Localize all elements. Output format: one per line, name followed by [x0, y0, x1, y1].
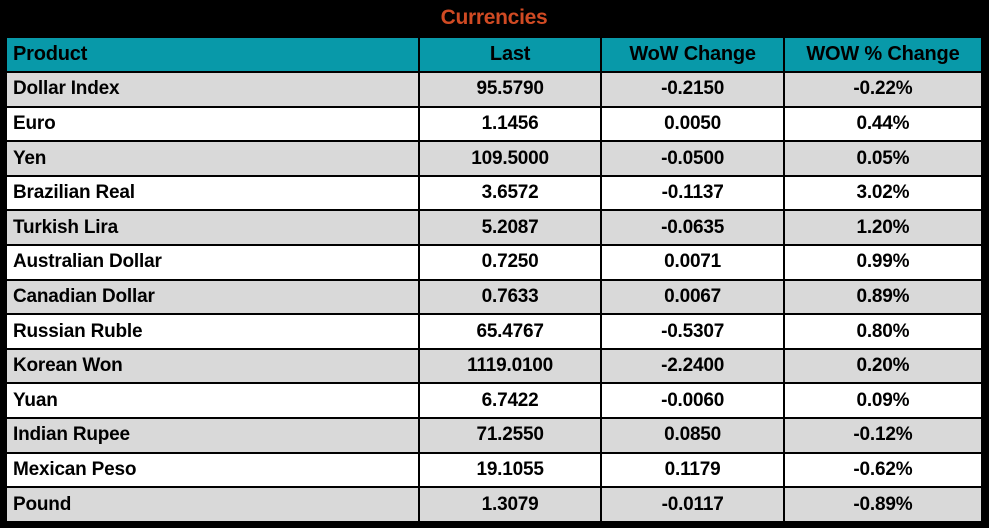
cell-wow-pct-change: 0.89% [782, 278, 984, 316]
cell-product: Korean Won [5, 347, 420, 385]
cell-last: 5.2087 [417, 209, 603, 247]
table-row: Brazilian Real 3.6572 -0.1137 3.02% [5, 174, 984, 212]
cell-wow-pct-change: -0.22% [782, 71, 984, 108]
cell-product: Indian Rupee [5, 417, 420, 454]
table-row: Russian Ruble 65.4767 -0.5307 0.80% [5, 313, 984, 350]
cell-product: Euro [5, 105, 420, 143]
col-header-last: Last [417, 36, 603, 73]
col-header-product: Product [5, 36, 420, 73]
cell-wow-change: 0.0050 [600, 105, 785, 143]
cell-product: Dollar Index [5, 71, 420, 108]
col-header-wow-pct-change: WOW % Change [782, 36, 984, 73]
table-row: Canadian Dollar 0.7633 0.0067 0.89% [5, 278, 984, 316]
cell-last: 6.7422 [417, 382, 603, 420]
cell-product: Yen [5, 140, 420, 177]
cell-product: Mexican Peso [5, 451, 420, 489]
cell-last: 1.1456 [417, 105, 603, 143]
cell-wow-pct-change: 0.09% [782, 382, 984, 420]
cell-product: Pound [5, 486, 420, 523]
cell-wow-change: -2.2400 [600, 347, 785, 385]
cell-wow-pct-change: 0.99% [782, 244, 984, 281]
cell-last: 3.6572 [417, 174, 603, 212]
cell-wow-pct-change: -0.12% [782, 417, 984, 454]
table-row: Indian Rupee 71.2550 0.0850 -0.12% [5, 417, 984, 454]
table-row: Dollar Index 95.5790 -0.2150 -0.22% [5, 71, 984, 108]
cell-product: Russian Ruble [5, 313, 420, 350]
cell-wow-change: 0.0071 [600, 244, 785, 281]
cell-wow-change: 0.1179 [600, 451, 785, 489]
cell-wow-change: -0.5307 [600, 313, 785, 350]
cell-wow-pct-change: -0.89% [782, 486, 984, 523]
cell-wow-change: -0.0060 [600, 382, 785, 420]
cell-wow-pct-change: 0.20% [782, 347, 984, 385]
cell-wow-change: 0.0850 [600, 417, 785, 454]
cell-product: Brazilian Real [5, 174, 420, 212]
cell-wow-pct-change: 1.20% [782, 209, 984, 247]
cell-last: 95.5790 [417, 71, 603, 108]
cell-last: 19.1055 [417, 451, 603, 489]
cell-product: Yuan [5, 382, 420, 420]
title-band: Currencies [5, 0, 983, 36]
cell-wow-change: -0.0500 [600, 140, 785, 177]
cell-wow-pct-change: 0.44% [782, 105, 984, 143]
table-row: Mexican Peso 19.1055 0.1179 -0.62% [5, 451, 984, 489]
cell-wow-pct-change: 3.02% [782, 174, 984, 212]
cell-last: 1.3079 [417, 486, 603, 523]
table-row: Turkish Lira 5.2087 -0.0635 1.20% [5, 209, 984, 247]
cell-last: 0.7250 [417, 244, 603, 281]
cell-wow-change: -0.0635 [600, 209, 785, 247]
cell-product: Australian Dollar [5, 244, 420, 281]
table-row: Pound 1.3079 -0.0117 -0.89% [5, 486, 984, 523]
cell-wow-change: -0.0117 [600, 486, 785, 523]
table-row: Australian Dollar 0.7250 0.0071 0.99% [5, 244, 984, 281]
cell-last: 65.4767 [417, 313, 603, 350]
cell-wow-change: 0.0067 [600, 278, 785, 316]
table-body: Dollar Index 95.5790 -0.2150 -0.22% Euro 1.14… [5, 71, 984, 523]
cell-wow-change: -0.1137 [600, 174, 785, 212]
table-row: Korean Won 1119.0100 -2.2400 0.20% [5, 347, 984, 385]
cell-last: 71.2550 [417, 417, 603, 454]
cell-last: 1119.0100 [417, 347, 603, 385]
col-header-wow-change: WoW Change [600, 36, 785, 73]
table-header-row: Product Last WoW Change WOW % Change [5, 36, 984, 73]
cell-wow-pct-change: 0.05% [782, 140, 984, 177]
cell-product: Canadian Dollar [5, 278, 420, 316]
cell-product: Turkish Lira [5, 209, 420, 247]
table-row: Yen 109.5000 -0.0500 0.05% [5, 140, 984, 177]
table-row: Euro 1.1456 0.0050 0.44% [5, 105, 984, 143]
cell-last: 109.5000 [417, 140, 603, 177]
table-row: Yuan 6.7422 -0.0060 0.09% [5, 382, 984, 420]
cell-wow-pct-change: -0.62% [782, 451, 984, 489]
cell-wow-change: -0.2150 [600, 71, 785, 108]
panel-title: Currencies [440, 6, 548, 29]
cell-wow-pct-change: 0.80% [782, 313, 984, 350]
currencies-table: Product Last WoW Change WOW % Change Dol… [5, 36, 984, 523]
cell-last: 0.7633 [417, 278, 603, 316]
